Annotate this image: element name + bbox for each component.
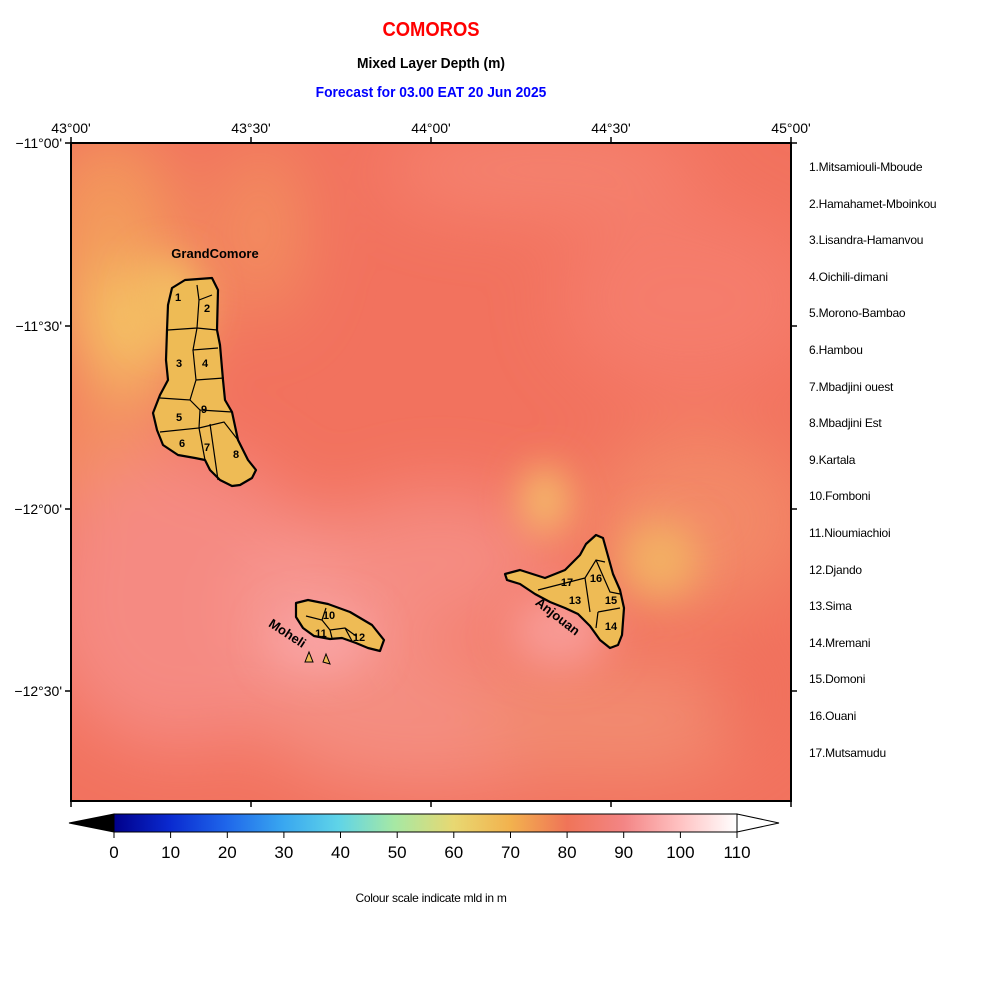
legend-item: 2.Hamahamet-Mboinkou — [809, 196, 937, 211]
colorbar-tick-label: 50 — [387, 843, 407, 862]
colorbar-tick-label: 90 — [614, 843, 634, 862]
legend-item: 8.Mbadjini Est — [809, 416, 882, 431]
region-number: 17 — [561, 577, 573, 589]
lat-tick-label: −11°30' — [15, 318, 62, 334]
grand-comore-island — [151, 276, 258, 488]
region-number: 2 — [204, 303, 210, 315]
region-number: 13 — [569, 595, 581, 607]
region-number: 3 — [176, 358, 182, 370]
legend-item: 13.Sima — [809, 599, 852, 614]
district-legend: 1.Mitsamiouli-Mboude 2.Hamahamet-Mboinko… — [809, 155, 937, 777]
legend-item: 17.Mutsamudu — [809, 745, 886, 760]
legend-item: 11.Nioumiachioi — [809, 525, 891, 540]
region-number: 12 — [353, 632, 365, 644]
legend-item: 5.Morono-Bambao — [809, 306, 906, 321]
legend-item: 1.Mitsamiouli-Mboude — [809, 160, 923, 174]
lon-tick-label: 44°30' — [591, 120, 631, 136]
region-number: 14 — [605, 621, 618, 633]
lon-tick-label: 43°00' — [51, 120, 91, 136]
colorbar-tick-label: 110 — [723, 843, 751, 862]
region-number: 8 — [233, 449, 239, 461]
legend-item: 16.Ouani — [809, 708, 857, 723]
lat-tick-label: −12°30' — [14, 683, 62, 699]
lat-tick-label: −12°00' — [14, 501, 62, 517]
region-number: 5 — [176, 412, 182, 424]
legend-item: 7.Mbadjini ouest — [809, 379, 894, 394]
lon-tick-label: 44°00' — [411, 120, 451, 136]
region-numbers: 1 2 3 4 5 6 7 8 9 10 11 12 13 14 15 16 1… — [175, 292, 618, 644]
map-frame — [65, 137, 797, 807]
colorbar-tick-label: 20 — [217, 843, 237, 862]
legend-item: 12.Djando — [809, 562, 862, 577]
colorbar-tick-label: 0 — [109, 843, 119, 862]
region-number: 16 — [590, 573, 602, 585]
legend-item: 6.Hambou — [809, 342, 863, 357]
colorbar-tick-label: 70 — [501, 843, 520, 862]
lat-tick-label: −11°00' — [15, 135, 62, 151]
region-number: 15 — [605, 595, 617, 607]
legend-item: 10.Fomboni — [809, 489, 871, 504]
colorbar-tick-label: 10 — [161, 843, 181, 862]
colorbar-tick-label: 60 — [444, 843, 464, 862]
lon-tick-label: 45°00' — [771, 120, 811, 136]
colorbar-tick-label: 100 — [666, 843, 695, 862]
legend-item: 3.Lisandra-Hamanvou — [809, 233, 924, 248]
legend-item: 4.Oichili-dimani — [809, 269, 888, 284]
region-number: 6 — [179, 438, 185, 450]
legend-item: 15.Domoni — [809, 672, 866, 687]
anjouan-island — [503, 533, 626, 650]
region-number: 11 — [315, 628, 327, 640]
colorbar-tick-label: 80 — [557, 843, 577, 862]
region-number: 1 — [175, 292, 181, 304]
legend-item: 9.Kartala — [809, 452, 856, 467]
mld-field — [71, 143, 791, 801]
forecast-time: Forecast for 03.00 EAT 20 Jun 2025 — [315, 84, 547, 101]
colorbar — [68, 813, 780, 838]
region-number: 4 — [202, 358, 209, 370]
colorbar-tick-label: 40 — [331, 843, 350, 862]
moheli-island — [294, 598, 386, 665]
map-title: COMOROS — [382, 19, 480, 41]
map-subtitle: Mixed Layer Depth (m) — [356, 55, 506, 72]
island-label-grand-comore: GrandComore — [171, 246, 258, 261]
region-number: 9 — [201, 404, 207, 416]
colorbar-caption: Colour scale indicate mld in m — [355, 891, 507, 905]
lon-tick-label: 43°30' — [231, 120, 271, 136]
region-number: 7 — [204, 442, 210, 454]
legend-item: 14.Mremani — [809, 635, 871, 650]
region-number: 10 — [323, 610, 335, 622]
colorbar-tick-label: 30 — [274, 843, 294, 862]
